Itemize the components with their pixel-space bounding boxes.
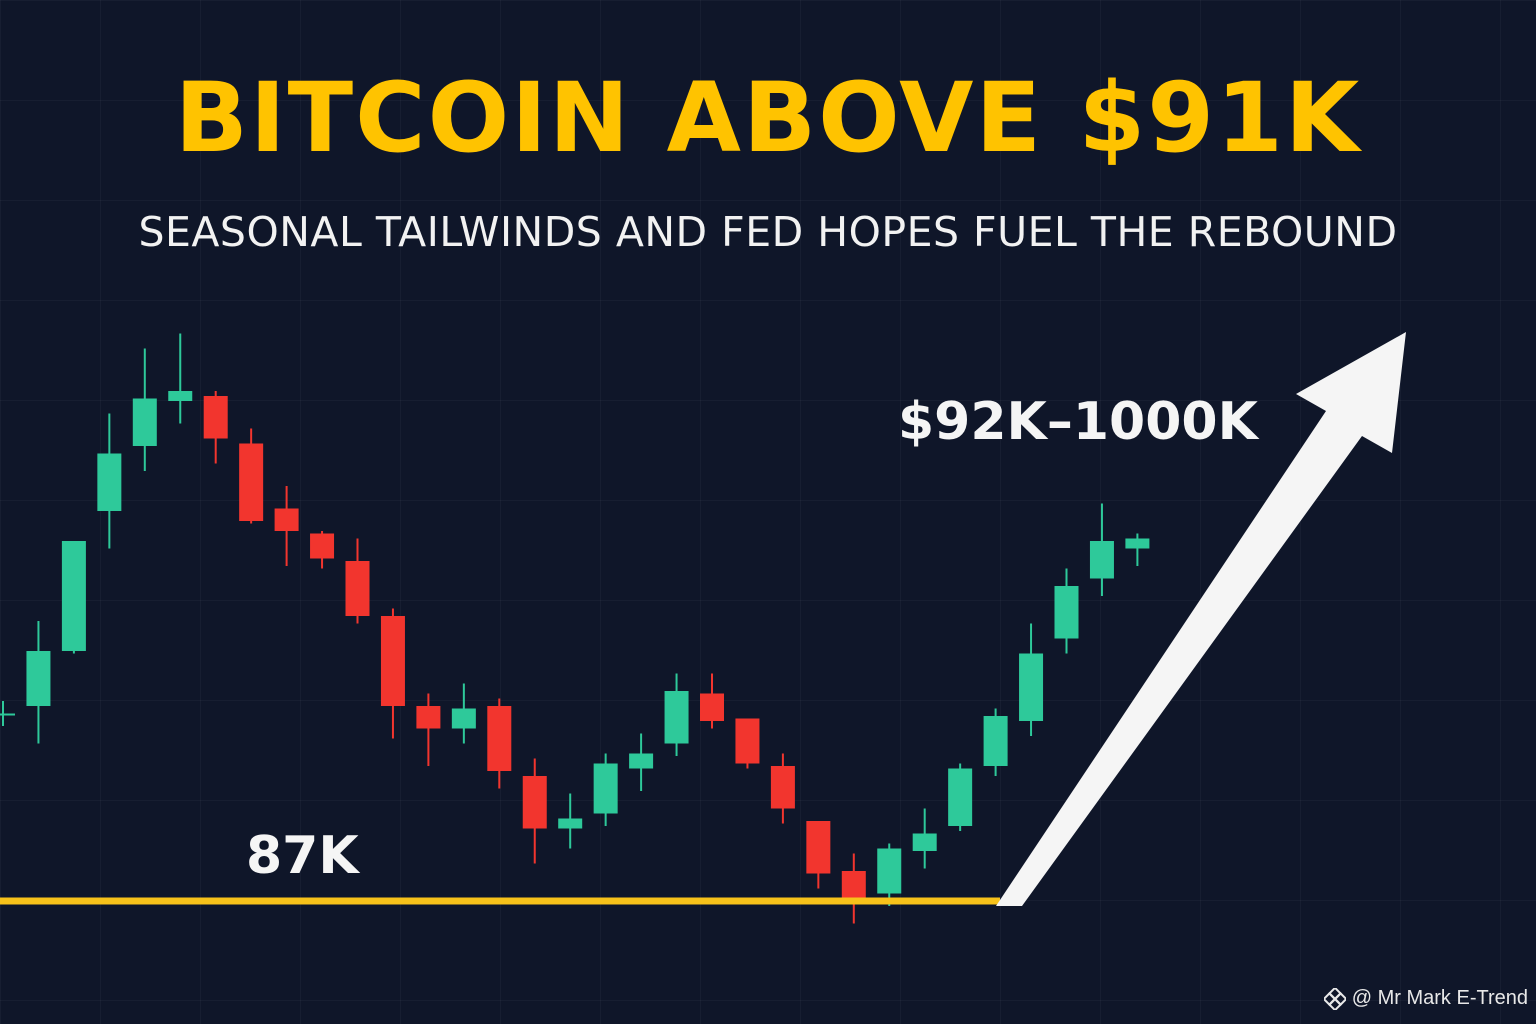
candle-body — [1019, 653, 1044, 721]
candle — [806, 821, 831, 889]
candle-body — [26, 651, 51, 706]
candle — [983, 708, 1008, 776]
candle-body — [203, 396, 228, 439]
candle-body — [380, 616, 405, 706]
watermark-text: @ Mr Mark E-Trend — [1351, 987, 1528, 1009]
candle — [877, 843, 902, 906]
watermark: @ Mr Mark E-Trend — [1323, 987, 1528, 1010]
candle-body — [806, 821, 831, 874]
candle — [735, 718, 760, 769]
candle-body — [912, 833, 937, 851]
target-range-label: $92K–1000K — [898, 392, 1258, 452]
candle — [168, 333, 193, 424]
candle-body — [310, 533, 335, 559]
candle-body — [1089, 541, 1114, 579]
candle — [770, 753, 795, 824]
candle-body — [983, 716, 1008, 766]
candle-body — [345, 561, 370, 616]
candle-body — [132, 398, 157, 446]
candle-body — [239, 443, 264, 521]
diamond-logo-icon — [1323, 987, 1346, 1010]
candle — [26, 621, 51, 744]
candle-body — [558, 818, 583, 829]
candle-body — [0, 713, 15, 716]
candle — [948, 763, 973, 831]
subheadline: SEASONAL TAILWINDS AND FED HOPES FUEL TH… — [138, 208, 1398, 256]
candle-body — [487, 706, 512, 771]
candle — [1019, 623, 1044, 736]
support-level-label: 87K — [246, 826, 359, 886]
candle — [664, 673, 689, 756]
candle-body — [700, 693, 724, 721]
candle — [416, 693, 441, 766]
candle-body — [841, 871, 866, 899]
candle-body — [877, 848, 902, 894]
candle — [380, 608, 405, 739]
candle — [1125, 533, 1150, 566]
candle — [345, 538, 370, 624]
candle-body — [416, 706, 441, 729]
candle-body — [451, 708, 476, 729]
headline: BITCOIN ABOVE $91K — [174, 62, 1362, 174]
candle — [912, 808, 937, 869]
candle-body — [593, 763, 618, 814]
candle — [1089, 503, 1114, 596]
candle-body — [629, 753, 654, 769]
candle-body — [274, 508, 299, 531]
candle — [451, 683, 476, 744]
candle — [700, 673, 724, 729]
candle-body — [61, 541, 86, 651]
candle — [97, 413, 122, 549]
candle-body — [97, 453, 122, 511]
candle — [61, 541, 86, 654]
candle — [0, 701, 15, 726]
candle — [274, 486, 299, 566]
candle-body — [770, 766, 795, 809]
candle — [239, 428, 264, 524]
candle — [203, 391, 228, 464]
candle — [310, 531, 335, 569]
candle — [487, 698, 512, 789]
candle — [558, 793, 583, 849]
candle-body — [1125, 538, 1150, 549]
candle-body — [948, 768, 973, 826]
candle — [522, 758, 547, 864]
candle-body — [664, 691, 689, 744]
candle — [629, 733, 654, 791]
candle-body — [522, 776, 547, 829]
candle — [132, 348, 157, 471]
candle-body — [168, 391, 193, 401]
trend-arrow — [996, 332, 1406, 906]
candle — [1054, 568, 1079, 654]
candle-body — [1054, 586, 1079, 639]
candle — [593, 753, 618, 826]
candle — [841, 853, 866, 924]
candle-body — [735, 718, 760, 764]
